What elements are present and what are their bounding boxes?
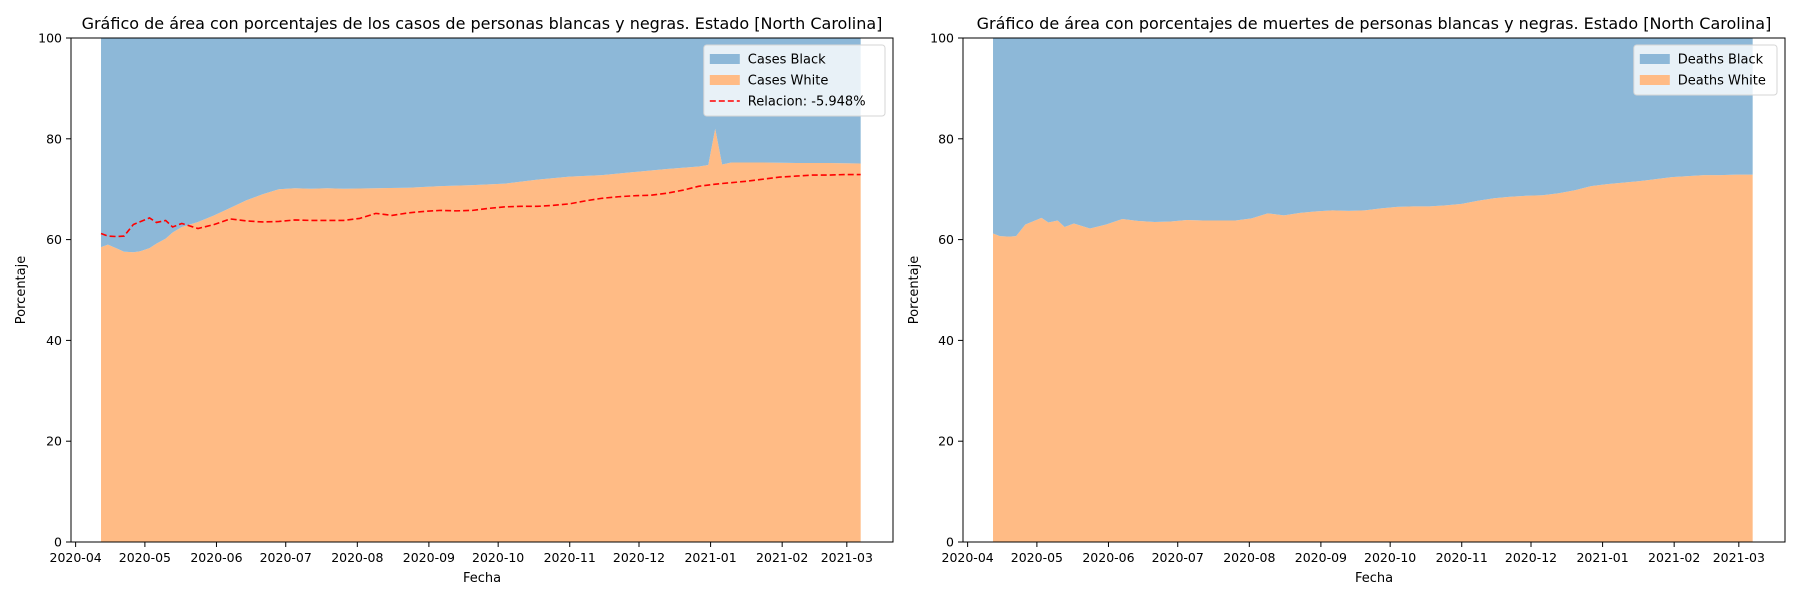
x-tick-label: 2021-03 xyxy=(1713,550,1765,565)
cases-axis-ticks: 2020-04 2020-05 2020-06 2020-07 2020-08 2020-… xyxy=(38,31,873,566)
x-tick-label: 2020-05 xyxy=(119,550,171,565)
x-tick-label: 2020-11 xyxy=(544,550,596,565)
line-relacion xyxy=(100,173,861,238)
cases-y-axis-label: Porcentaje xyxy=(14,256,29,324)
cases-plot-area xyxy=(100,38,861,542)
x-tick-label: 2020-10 xyxy=(472,550,524,565)
x-tick-label: 2021-02 xyxy=(756,550,808,565)
x-tick-label: 2020-06 xyxy=(190,550,242,565)
x-tick-label: 2020-11 xyxy=(1436,550,1488,565)
x-tick-label: 2020-12 xyxy=(1505,550,1557,565)
cases-x-axis-label: Fecha xyxy=(463,571,501,586)
y-tick-label: 40 xyxy=(46,333,62,348)
x-tick-label: 2020-08 xyxy=(331,550,383,565)
x-tick-label: 2020-09 xyxy=(1295,550,1347,565)
deaths-chart-title: Gráfico de área con porcentajes de muert… xyxy=(977,14,1772,33)
legend-swatch-cases-black xyxy=(709,54,740,64)
y-tick-label: 0 xyxy=(946,535,954,550)
deaths-axes-frame xyxy=(962,37,1786,543)
legend-label: Relacion: -5.948% xyxy=(748,95,866,110)
x-tick-label: 2020-12 xyxy=(613,550,665,565)
cases-chart-title: Gráfico de área con porcentajes de los c… xyxy=(82,14,883,33)
legend-swatch-cases-white xyxy=(709,75,740,85)
x-tick-label: 2020-05 xyxy=(1011,550,1063,565)
x-tick-label: 2020-10 xyxy=(1364,550,1416,565)
y-tick-label: 20 xyxy=(46,434,62,449)
x-tick-label: 2021-02 xyxy=(1648,550,1700,565)
x-tick-label: 2020-07 xyxy=(1152,550,1204,565)
deaths-plot-area xyxy=(993,38,1753,542)
y-tick-label: 0 xyxy=(54,535,62,550)
x-tick-label: 2020-04 xyxy=(50,550,102,565)
legend-label: Cases Black xyxy=(748,53,826,68)
x-tick-label: 2021-01 xyxy=(1576,550,1628,565)
cases-axes-frame xyxy=(70,37,894,543)
deaths-y-axis-label: Porcentaje xyxy=(907,256,922,324)
y-tick-label: 100 xyxy=(930,31,954,46)
legend-label: Cases White xyxy=(748,74,829,89)
y-tick-label: 80 xyxy=(46,131,62,146)
area-cases-black xyxy=(101,38,861,253)
area-deaths-black xyxy=(993,38,1753,237)
y-tick-label: 80 xyxy=(938,131,954,146)
legend-swatch-deaths-black xyxy=(1639,54,1670,64)
x-tick-label: 2021-01 xyxy=(684,550,736,565)
deaths-legend: Deaths Black Deaths White xyxy=(1633,44,1778,96)
cases-chart-panel: 2020-04 2020-05 2020-06 2020-07 2020-08 2020-… xyxy=(14,14,894,586)
y-tick-label: 60 xyxy=(938,232,954,247)
y-tick-label: 100 xyxy=(38,31,62,46)
area-deaths-white xyxy=(993,174,1753,542)
y-tick-label: 20 xyxy=(938,434,954,449)
deaths-x-axis-label: Fecha xyxy=(1355,571,1393,586)
x-tick-label: 2021-03 xyxy=(821,550,873,565)
cases-legend: Cases Black Cases White Relacion: -5.948% xyxy=(703,44,886,117)
deaths-axis-ticks: 2020-04 2020-05 2020-06 2020-07 2020-08 2020-… xyxy=(930,31,1765,566)
x-tick-label: 2020-06 xyxy=(1082,550,1134,565)
x-tick-label: 2020-09 xyxy=(403,550,455,565)
x-tick-label: 2020-07 xyxy=(260,550,312,565)
area-cases-white xyxy=(101,128,861,542)
legend-label: Deaths Black xyxy=(1678,53,1764,68)
deaths-chart-panel: 2020-04 2020-05 2020-06 2020-07 2020-08 2020-… xyxy=(907,14,1786,586)
legend-box xyxy=(703,44,886,117)
legend-swatch-deaths-white xyxy=(1639,75,1670,85)
legend-label: Deaths White xyxy=(1678,74,1766,89)
y-tick-label: 40 xyxy=(938,333,954,348)
x-tick-label: 2020-08 xyxy=(1223,550,1275,565)
x-tick-label: 2020-04 xyxy=(942,550,994,565)
y-tick-label: 60 xyxy=(46,232,62,247)
